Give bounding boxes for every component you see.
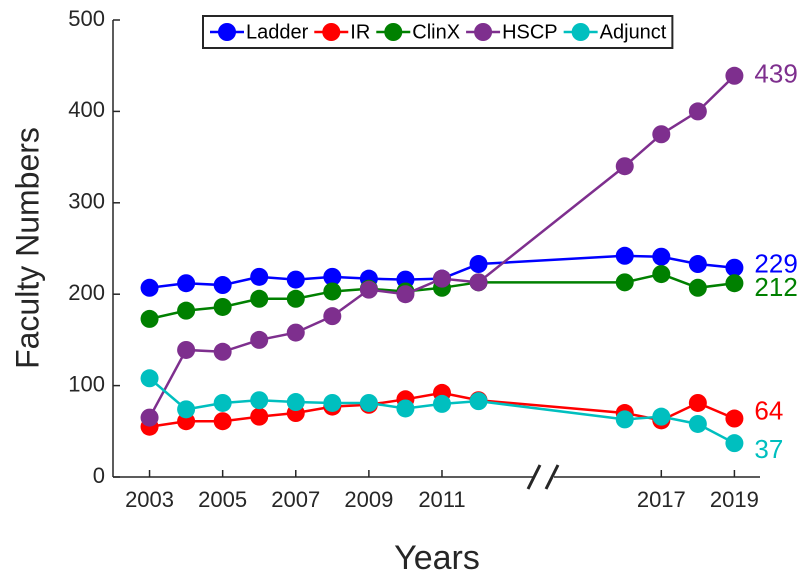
- data-point: [140, 278, 159, 297]
- data-point: [688, 102, 707, 121]
- data-point: [286, 393, 305, 412]
- data-point: [286, 270, 305, 289]
- y-tick-label: 400: [68, 97, 105, 122]
- data-point: [396, 399, 415, 418]
- data-point: [652, 247, 671, 266]
- data-point: [688, 414, 707, 433]
- axis-break: [544, 464, 560, 490]
- data-point: [323, 393, 342, 412]
- data-point: [177, 400, 196, 419]
- data-point: [177, 340, 196, 359]
- data-point: [615, 410, 634, 429]
- data-point: [688, 278, 707, 297]
- data-point: [323, 282, 342, 301]
- x-axis-label: Years: [394, 539, 480, 577]
- data-point: [250, 330, 269, 349]
- data-point: [213, 393, 232, 412]
- data-point: [725, 66, 744, 85]
- data-point: [725, 258, 744, 277]
- data-point: [725, 409, 744, 428]
- y-tick-label: 500: [68, 6, 105, 31]
- end-value-label: 229: [754, 249, 797, 279]
- legend-label: Adjunct: [600, 21, 667, 43]
- legend-marker: [384, 23, 403, 41]
- data-point: [615, 157, 634, 176]
- x-tick-label: 2007: [271, 487, 320, 512]
- data-point: [323, 307, 342, 326]
- data-point: [177, 301, 196, 320]
- y-tick-label: 0: [93, 463, 105, 488]
- data-point: [396, 285, 415, 304]
- y-tick-label: 100: [68, 371, 105, 396]
- legend-label: IR: [350, 21, 370, 43]
- legend-marker: [571, 23, 590, 41]
- data-point: [688, 393, 707, 412]
- legend-label: HSCP: [502, 21, 558, 43]
- x-tick-label: 2019: [710, 487, 759, 512]
- data-point: [469, 392, 488, 411]
- legend-marker: [474, 23, 493, 41]
- data-point: [250, 407, 269, 426]
- legend-marker: [218, 23, 236, 41]
- legend-label: ClinX: [412, 21, 460, 43]
- y-tick-label: 300: [68, 189, 105, 214]
- data-point: [432, 269, 451, 288]
- data-point: [725, 274, 744, 293]
- data-point: [177, 274, 196, 293]
- x-tick-label: 2011: [418, 487, 465, 512]
- data-point: [286, 289, 305, 308]
- data-point: [213, 297, 232, 316]
- data-point: [688, 255, 707, 274]
- data-point: [469, 273, 488, 292]
- data-point: [652, 125, 671, 144]
- data-point: [615, 246, 634, 265]
- data-point: [652, 407, 671, 426]
- data-point: [140, 408, 159, 427]
- end-value-label: 64: [754, 395, 783, 425]
- data-point: [615, 273, 634, 292]
- x-tick-label: 2009: [344, 487, 393, 512]
- end-value-label: 37: [754, 434, 783, 464]
- y-axis-label: Faculty Numbers: [9, 127, 45, 369]
- data-point: [323, 267, 342, 286]
- data-point: [250, 289, 269, 308]
- end-value-label: 439: [754, 59, 797, 89]
- data-point: [250, 391, 269, 410]
- data-point: [250, 267, 269, 286]
- data-point: [359, 280, 378, 299]
- data-point: [432, 394, 451, 413]
- data-point: [140, 369, 159, 388]
- data-point: [652, 265, 671, 284]
- axis-break: [526, 464, 542, 490]
- data-point: [213, 342, 232, 361]
- data-point: [725, 434, 744, 453]
- series-line: [148, 74, 736, 419]
- data-point: [469, 255, 488, 274]
- legend-marker: [322, 23, 341, 41]
- data-point: [213, 412, 232, 431]
- x-tick-label: 2005: [198, 487, 247, 512]
- x-tick-label: 2003: [125, 487, 174, 512]
- end-value-label: 212: [754, 272, 797, 302]
- y-tick-label: 200: [68, 280, 105, 305]
- data-point: [213, 276, 232, 295]
- data-point: [286, 323, 305, 342]
- data-point: [140, 309, 159, 328]
- data-point: [359, 393, 378, 412]
- legend-label: Ladder: [246, 21, 309, 43]
- legend: Ladder IR ClinX HSCP Adjunct: [202, 15, 674, 49]
- x-tick-label: 2017: [637, 487, 686, 512]
